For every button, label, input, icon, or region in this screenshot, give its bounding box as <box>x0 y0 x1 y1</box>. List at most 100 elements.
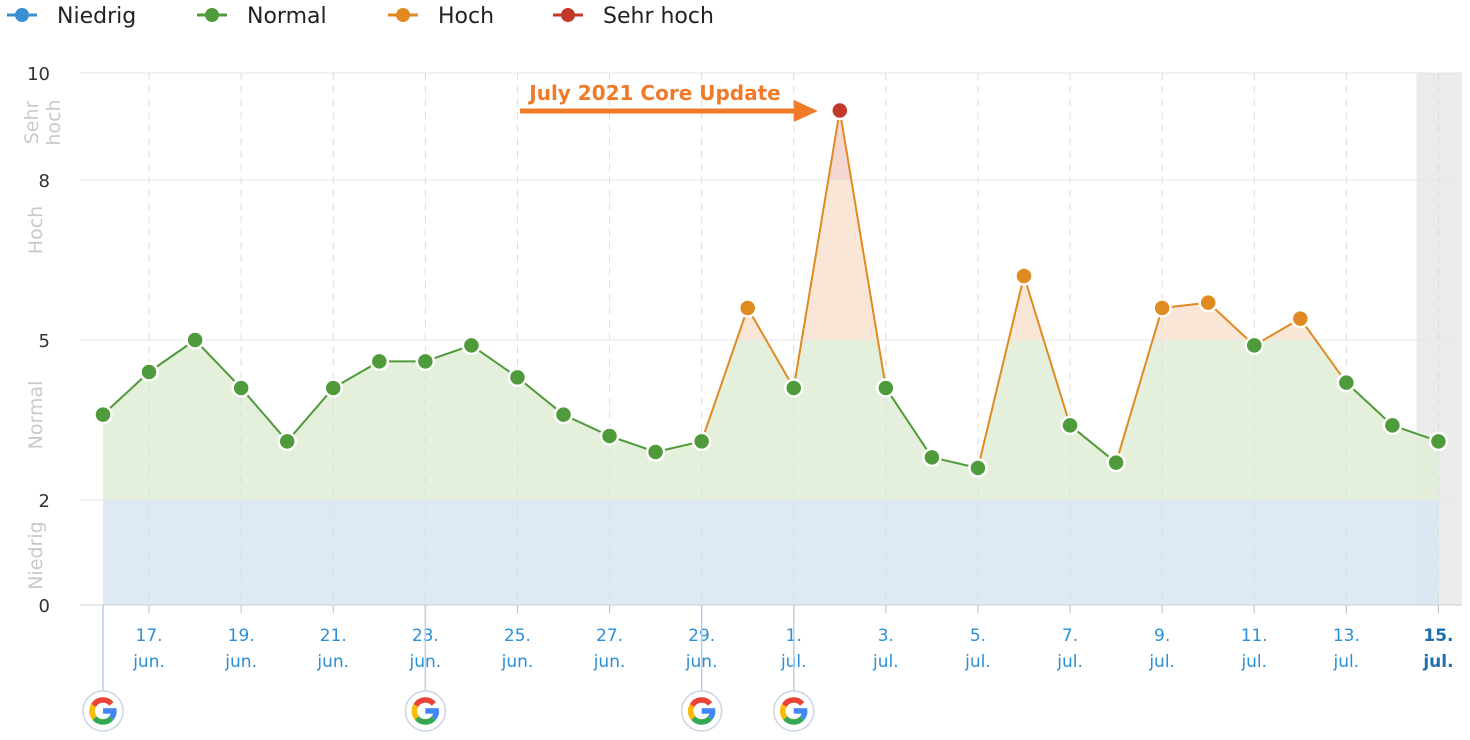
data-point[interactable] <box>461 335 482 356</box>
google-update-marker[interactable] <box>680 605 723 732</box>
legend-item-normal[interactable]: Normal <box>197 4 327 29</box>
google-icon-arc <box>414 716 436 725</box>
data-point[interactable] <box>737 298 758 318</box>
data-point[interactable] <box>323 378 343 398</box>
google-icon-arc <box>689 697 713 708</box>
data-point[interactable] <box>1428 431 1449 452</box>
legend-item-niedrig[interactable]: Niedrig <box>7 4 136 29</box>
google-icon-arc <box>92 716 114 725</box>
data-point[interactable] <box>277 431 297 452</box>
google-update-marker[interactable] <box>82 605 124 732</box>
google-icon-bar <box>103 708 117 714</box>
legend-marker <box>15 8 29 22</box>
y-tick-label: 0 <box>39 596 50 617</box>
series-segment <box>746 307 795 389</box>
x-tick-month: jun. <box>224 652 257 672</box>
data-point[interactable] <box>139 362 159 382</box>
series-segment <box>838 109 887 389</box>
legend-label: Normal <box>247 4 327 29</box>
x-tick-month: jun. <box>501 652 534 672</box>
series-segment <box>194 339 243 389</box>
series-segment <box>1207 301 1256 347</box>
x-tick-day: 21. <box>320 626 347 646</box>
data-point[interactable] <box>876 378 896 398</box>
y-tick-label: 5 <box>39 331 50 352</box>
series-line <box>102 109 1440 469</box>
data-point[interactable] <box>369 351 390 372</box>
x-tick-month: jul. <box>872 652 899 672</box>
series-points <box>93 100 1449 478</box>
google-icon-bar <box>701 708 716 714</box>
google-update-marker[interactable] <box>404 605 447 732</box>
google-icon-bar <box>425 708 439 714</box>
x-tick-day: 9. <box>1154 626 1170 646</box>
data-point[interactable] <box>1290 308 1311 329</box>
data-point[interactable] <box>922 447 942 468</box>
google-icon-bar <box>793 708 808 714</box>
data-point[interactable] <box>93 404 113 425</box>
legend-label: Hoch <box>438 4 494 29</box>
series-segment <box>1069 424 1118 464</box>
annotation-arrow-head <box>793 100 818 122</box>
x-tick-day: 13. <box>1333 626 1360 646</box>
legend-label: Niedrig <box>57 4 136 29</box>
series-segment <box>792 109 841 389</box>
data-point[interactable] <box>507 367 528 388</box>
data-point[interactable] <box>645 442 666 462</box>
x-tick-day: 11. <box>1241 626 1268 646</box>
data-point[interactable] <box>1060 415 1080 436</box>
x-tick-day: 27. <box>596 626 623 646</box>
data-point[interactable] <box>1106 452 1126 473</box>
google-icon-arc <box>687 704 696 720</box>
data-point[interactable] <box>1382 415 1403 436</box>
x-tick-month: jul. <box>1148 652 1175 672</box>
band-label-hoch: Hoch <box>25 206 47 254</box>
google-icon-arc <box>780 704 788 720</box>
data-point[interactable] <box>784 378 804 398</box>
grid <box>80 72 1462 606</box>
data-point[interactable] <box>1152 298 1172 318</box>
data-point[interactable] <box>599 426 620 446</box>
x-tick-month: jul. <box>1240 652 1267 672</box>
x-tick-month: jun. <box>132 652 165 672</box>
series-segment <box>1345 381 1394 427</box>
series-segment <box>1023 275 1072 427</box>
data-point[interactable] <box>231 378 251 398</box>
data-point[interactable] <box>968 458 988 478</box>
series-segment <box>102 371 151 416</box>
y-tick-label: 8 <box>39 171 50 192</box>
x-tick-month: jul. <box>1333 652 1360 672</box>
series-segment <box>884 387 933 459</box>
data-point[interactable] <box>830 100 850 121</box>
annotation-text: July 2021 Core Update <box>527 81 780 105</box>
x-tick-month: jun. <box>593 652 626 672</box>
data-point[interactable] <box>1198 292 1218 313</box>
data-point[interactable] <box>1014 266 1034 286</box>
data-point[interactable] <box>553 404 574 425</box>
x-tick-month: jul. <box>1056 652 1083 672</box>
legend: Niedrig Normal Hoch Sehr hoch <box>7 4 714 29</box>
x-tick-day: 7. <box>1062 626 1078 646</box>
google-update-marker[interactable] <box>773 605 815 732</box>
series-segment <box>976 275 1025 469</box>
google-icon-arc <box>89 704 97 720</box>
y-axis: 0 2 5 8 10 <box>27 64 50 617</box>
x-tick-day: 5. <box>970 626 986 646</box>
google-icon-arc <box>91 697 114 708</box>
x-axis: 17.jun.19.jun.21.jun.23.jun.25.jun.27.ju… <box>132 605 1454 672</box>
x-tick-month: jul. <box>1422 652 1453 672</box>
y-tick-label: 10 <box>27 64 50 85</box>
x-tick-month: jun. <box>316 652 349 672</box>
series-segment <box>700 307 749 443</box>
legend-item-hoch[interactable]: Hoch <box>388 4 494 29</box>
data-point[interactable] <box>1336 372 1357 393</box>
band-label-normal: Normal <box>25 381 47 450</box>
legend-item-sehr-hoch[interactable]: Sehr hoch <box>553 4 714 29</box>
series-segment <box>286 387 335 443</box>
data-point[interactable] <box>185 330 205 350</box>
series-segment <box>516 376 565 416</box>
data-point[interactable] <box>1244 335 1264 356</box>
data-point[interactable] <box>691 431 712 452</box>
x-tick-day: 17. <box>136 626 163 646</box>
data-point[interactable] <box>415 351 436 372</box>
